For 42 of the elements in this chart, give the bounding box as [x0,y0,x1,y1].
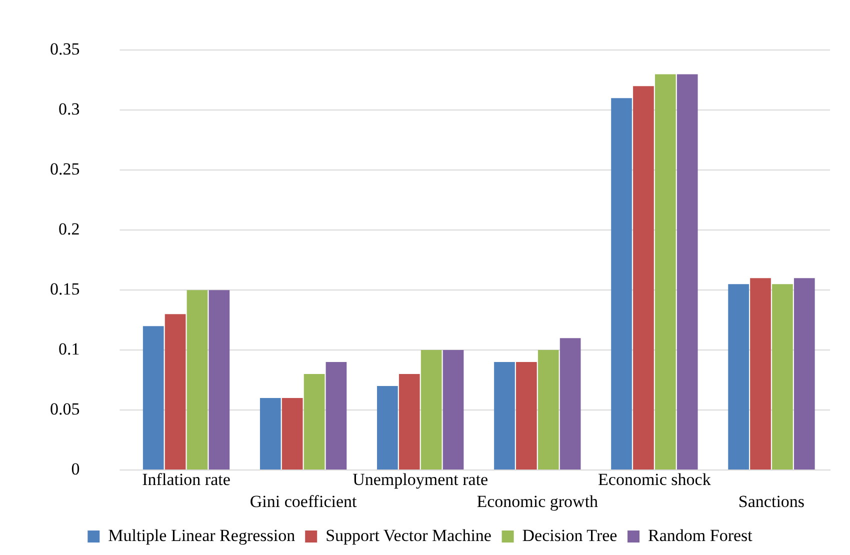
bar [186,290,208,470]
bar [611,98,632,470]
bar [560,338,581,470]
bar [538,350,559,470]
legend-label: Multiple Linear Regression [108,526,296,545]
y-tick-label: 0.25 [50,160,80,179]
y-tick-label: 0 [71,459,80,478]
bar [728,284,749,470]
bar [208,290,230,470]
x-tick-label: Gini coefficient [250,492,358,511]
bar [654,74,676,470]
y-tick-label: 0.1 [58,340,80,359]
bar [633,86,654,470]
y-tick-label: 0.35 [50,40,80,59]
bar [377,386,398,470]
y-tick-label: 0.2 [58,220,80,239]
x-tick-label: Sanctions [738,492,805,511]
bar [516,362,537,470]
x-tick-label: Inflation rate [142,470,230,489]
bar [794,278,815,470]
legend-label: Support Vector Machine [326,526,492,545]
x-tick-label: Unemployment rate [352,470,488,489]
legend-label: Random Forest [648,526,753,545]
bar [676,74,698,470]
bar [420,350,442,470]
bar [164,314,186,470]
bar [398,374,420,470]
bar [142,326,164,470]
bar [304,374,325,470]
y-tick-label: 0.3 [58,100,80,119]
bar [260,398,281,470]
x-tick-label: Economic growth [476,492,599,511]
x-tick-label: Economic shock [598,470,712,489]
bar [282,398,303,470]
bar [772,284,793,470]
bar [326,362,347,470]
legend-label: Decision Tree [522,526,618,545]
bar [494,362,515,470]
bar [442,350,464,470]
y-tick-label: 0.15 [50,280,80,299]
y-tick-label: 0.05 [50,399,80,418]
bar [750,278,771,470]
